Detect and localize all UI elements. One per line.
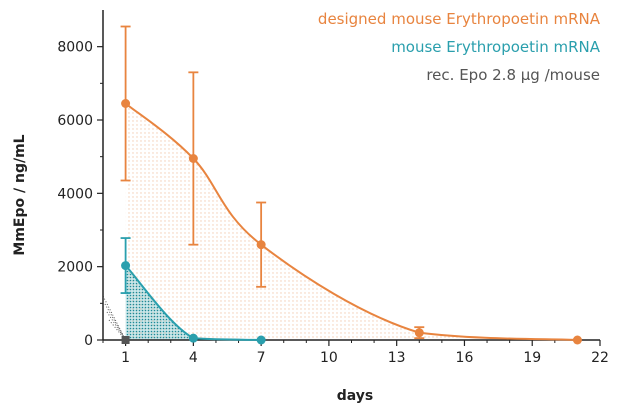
- x-tick-label: 10: [320, 350, 338, 366]
- legend-entry-designed: designed mouse Erythropoetin mRNA: [318, 10, 601, 28]
- series-0-line: [124, 102, 578, 341]
- series-0-point: [414, 328, 424, 338]
- legend-entry-rec: rec. Epo 2.8 µg /mouse: [426, 66, 600, 84]
- x-axis-label: days: [337, 388, 374, 404]
- series-0-point: [572, 335, 582, 345]
- legend-entry-native: mouse Erythropoetin mRNA: [391, 38, 601, 56]
- y-tick-label: 6000: [57, 113, 93, 129]
- series-0-point: [256, 240, 266, 250]
- series-2-point: [121, 336, 130, 344]
- y-tick-label: 0: [84, 333, 93, 349]
- x-tick-label: 13: [388, 350, 406, 366]
- y-axis-label: MmEpo / ng/mL: [12, 134, 28, 255]
- y-tick-label: 2000: [57, 260, 93, 276]
- y-tick-label: 4000: [57, 186, 93, 202]
- series-1-area-fill: [125, 265, 262, 340]
- series-0-area-fill: [125, 103, 578, 340]
- series-1-point: [188, 333, 198, 343]
- series-0-point: [121, 99, 131, 108]
- series-2-decay-line: [102, 295, 127, 341]
- x-tick-label: 22: [591, 350, 609, 366]
- legend: designed mouse Erythropoetin mRNA mouse …: [318, 10, 601, 84]
- series-1-point: [256, 335, 266, 345]
- x-tick-label: 1: [121, 350, 130, 366]
- x-tick-label: 16: [456, 350, 474, 366]
- series-1-point: [121, 261, 131, 271]
- x-tick-label: 7: [257, 350, 266, 366]
- x-tick-label: 19: [523, 350, 541, 366]
- series-0-point: [188, 154, 198, 163]
- x-tick-label: 4: [189, 350, 198, 366]
- plot-area: 0 2000 4000 6000 8000 1 4 7 10 13 16 19 22: [57, 10, 609, 366]
- series-2-decay-line: [104, 303, 127, 341]
- y-tick-label: 8000: [57, 40, 93, 56]
